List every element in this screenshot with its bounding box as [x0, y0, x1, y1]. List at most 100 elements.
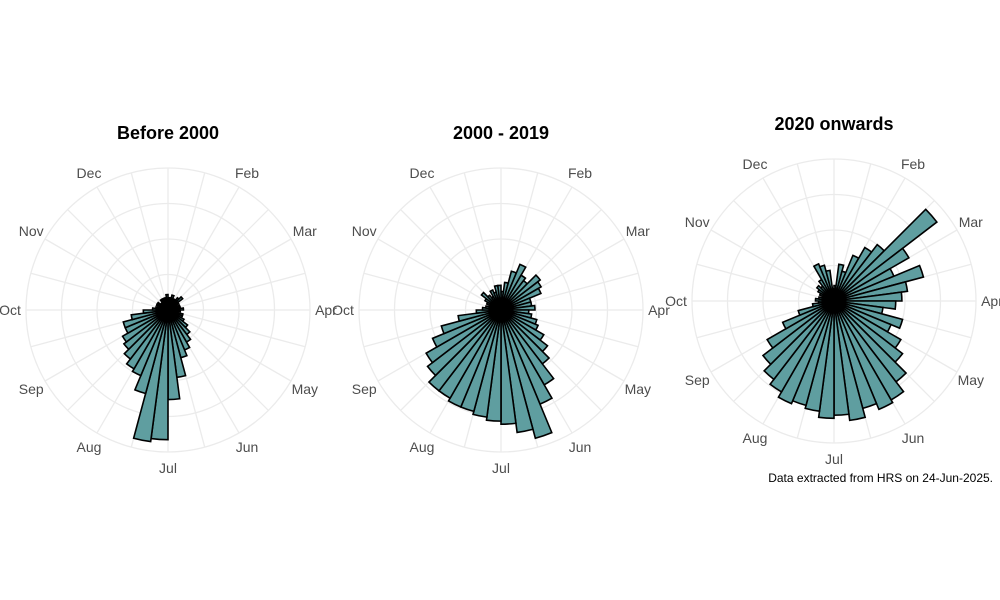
polar-bar [425, 309, 502, 364]
polar-bar [427, 309, 502, 392]
grid-spoke [130, 172, 169, 311]
bar-group [425, 263, 555, 440]
month-label: May [292, 381, 318, 397]
polar-bar [833, 300, 894, 411]
panel-title: 2020 onwards [774, 114, 893, 134]
grid-spoke [733, 200, 835, 302]
polar-bar [500, 309, 534, 434]
month-label: Aug [743, 430, 768, 446]
polar-bar [121, 309, 169, 344]
polar-bar [763, 300, 835, 381]
polar-bar [833, 247, 910, 302]
grid-spoke [167, 186, 240, 311]
month-label: Nov [685, 214, 710, 230]
polar-bar [833, 264, 925, 302]
month-label: Aug [410, 439, 435, 455]
data-source-caption: Data extracted from HRS on 24-Jun-2025. [768, 471, 993, 485]
polar-bar [500, 304, 536, 311]
grid-spoke [67, 209, 169, 311]
month-label: Aug [77, 439, 102, 455]
polar-bar [825, 269, 835, 302]
month-label: Jun [569, 439, 592, 455]
month-label: Mar [293, 223, 317, 239]
month-label: May [958, 372, 984, 388]
polar-bar [766, 300, 835, 350]
polar-bar [831, 287, 835, 302]
month-label: Nov [352, 223, 377, 239]
polar-bar [781, 300, 835, 330]
polar-bar [777, 300, 835, 405]
polar-bar [797, 300, 835, 317]
month-label: Jul [159, 460, 177, 476]
grid-spoke [377, 238, 502, 311]
grid-spoke [44, 238, 169, 311]
panel-title: Before 2000 [117, 123, 219, 143]
grid-spoke [710, 229, 835, 302]
polar-panel-2000-2019: 2000 - 2019 Feb Mar Apr May Jun Jul Aug Sep Oct N… [332, 123, 670, 476]
polar-bar [457, 309, 502, 323]
polar-panel-2020-onwards: 2020 onwards Feb Mar Apr May Jun Jul Aug Sep Oct… [665, 114, 1000, 467]
month-label: Nov [19, 223, 44, 239]
month-label: Mar [626, 223, 650, 239]
month-label: Feb [568, 165, 592, 181]
month-label: Jun [236, 439, 259, 455]
month-label: Apr [315, 302, 337, 318]
month-label: Dec [410, 165, 435, 181]
polar-bar [122, 309, 169, 329]
month-label: Apr [648, 302, 670, 318]
polar-bar [833, 300, 867, 422]
polar-bar [500, 287, 542, 311]
grid-spoke [167, 209, 269, 311]
bar-group [761, 208, 938, 422]
grid-spoke [167, 309, 292, 382]
month-label: Jun [902, 430, 925, 446]
grid-spoke [96, 186, 169, 311]
grid-spoke [167, 309, 306, 348]
polar-bar [833, 291, 903, 302]
grid-spoke [363, 272, 502, 311]
polar-bar [165, 293, 169, 311]
grid-spoke [696, 263, 835, 302]
polar-panel-before-2000: Before 2000 Feb Mar Apr May Jun Jul Aug Sep Oct N… [0, 123, 337, 476]
polar-bar [496, 284, 502, 311]
grid-spoke [167, 272, 306, 311]
polar-bar [500, 273, 542, 311]
polar-bar [761, 300, 835, 366]
month-label: Jul [492, 460, 510, 476]
grid-spoke [30, 272, 169, 311]
month-label: Oct [0, 302, 21, 318]
polar-bar [812, 262, 835, 302]
month-label: Oct [332, 302, 354, 318]
polar-bar [475, 309, 502, 315]
grid-spoke [429, 186, 502, 311]
polar-bar [500, 309, 517, 426]
polar-bar [130, 309, 169, 321]
month-label: Sep [352, 381, 377, 397]
polar-bar [142, 309, 169, 315]
polar-bar [122, 309, 169, 351]
polar-bar [818, 264, 835, 302]
month-label: Oct [665, 293, 687, 309]
grid-spoke [167, 172, 206, 311]
month-label: Apr [981, 293, 1000, 309]
grid-spoke [167, 238, 292, 311]
panel-title: 2000 - 2019 [453, 123, 549, 143]
month-label: Feb [901, 156, 925, 172]
month-label: Sep [685, 372, 710, 388]
polar-bar [123, 309, 169, 361]
month-label: May [625, 381, 651, 397]
month-label: Dec [77, 165, 102, 181]
month-label: Sep [19, 381, 44, 397]
month-label: Feb [235, 165, 259, 181]
polar-bar [440, 309, 502, 335]
polar-bar [833, 208, 938, 302]
polar-bar [426, 309, 502, 377]
polar-bar [500, 280, 543, 311]
bar-group [121, 293, 192, 443]
month-label: Dec [743, 156, 768, 172]
month-label: Jul [825, 451, 843, 467]
polar-bar [833, 280, 909, 302]
polar-bar [500, 309, 553, 440]
month-label: Mar [959, 214, 983, 230]
